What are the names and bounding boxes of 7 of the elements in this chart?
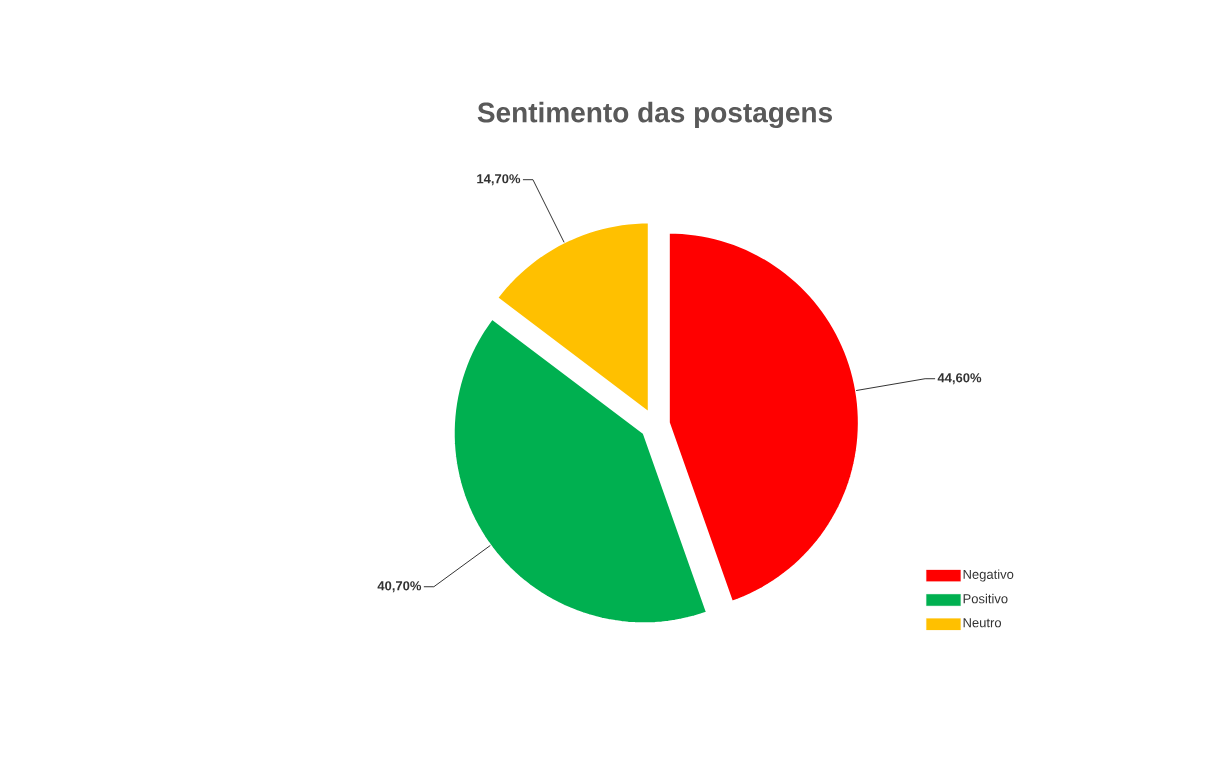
data-label: 40,70% (377, 581, 422, 593)
legend-label: Neutro (963, 618, 1002, 628)
legend-label: Negativo (963, 569, 1014, 582)
legend-label: Positivo (963, 593, 1008, 604)
data-label: 14,70% (477, 174, 521, 186)
chart-title: Sentimento das postagens (477, 101, 833, 129)
data-label: 44,60% (937, 373, 982, 385)
